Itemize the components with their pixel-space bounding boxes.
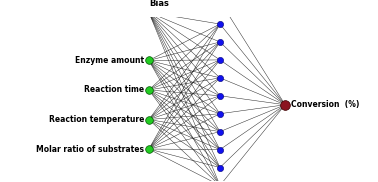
Text: Bias: Bias xyxy=(150,0,169,8)
Text: Molar ratio of substrates: Molar ratio of substrates xyxy=(36,145,144,154)
Text: Reaction time: Reaction time xyxy=(84,86,144,94)
Text: Enzyme amount: Enzyme amount xyxy=(75,56,144,65)
Text: Conversion  (%): Conversion (%) xyxy=(291,100,359,109)
Text: Reaction temperature: Reaction temperature xyxy=(49,115,144,124)
